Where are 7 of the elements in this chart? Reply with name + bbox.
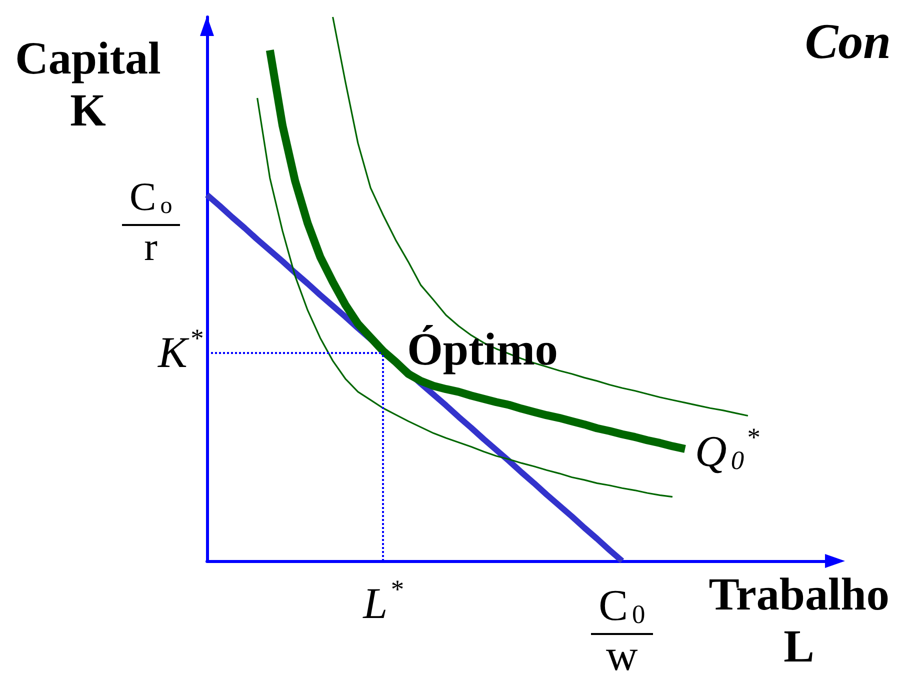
x-tick-label: C$_{0}$ w: [598, 581, 646, 677]
text: C$_{o}$ r: [128, 174, 174, 269]
chart-title: Con: [804, 13, 891, 69]
x-axis-title: Trabalho L: [708, 568, 890, 672]
y-axis-title: Capital K: [15, 32, 161, 136]
ref-line-label: K$^{*}$: [158, 323, 203, 378]
x-tick-label: L$^{*}$: [363, 574, 403, 628]
